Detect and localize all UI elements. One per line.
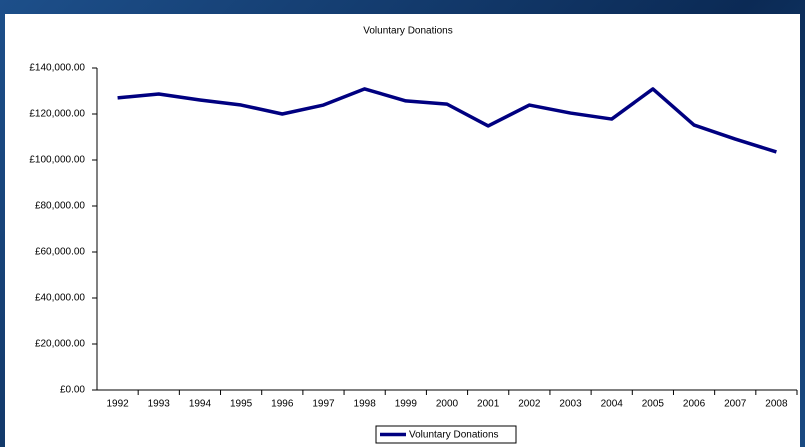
x-tick-label: 2004	[601, 399, 624, 410]
x-tick-label: 1994	[189, 399, 212, 410]
legend-label: Voluntary Donations	[409, 430, 499, 441]
x-tick-label: 2000	[436, 399, 459, 410]
y-tick-label: £20,000.00	[35, 339, 85, 350]
x-tick-label: 2003	[559, 399, 582, 410]
x-tick-label: 1992	[106, 399, 129, 410]
x-tick-label: 2001	[477, 399, 500, 410]
x-tick-label: 1998	[354, 399, 377, 410]
y-tick-label: £0.00	[60, 385, 85, 396]
x-tick-label: 1993	[148, 399, 171, 410]
line-series	[117, 87, 777, 154]
y-tick-label: £60,000.00	[35, 247, 85, 258]
x-tick-label: 2006	[683, 399, 706, 410]
x-tick-label: 2005	[642, 399, 665, 410]
x-tick-label: 2002	[518, 399, 541, 410]
chart-title: Voluntary Donations	[363, 26, 453, 37]
chart-background	[5, 14, 800, 447]
y-tick-label: £120,000.00	[29, 109, 85, 120]
x-tick-label: 2008	[765, 399, 788, 410]
legend-box	[375, 425, 517, 444]
x-tick-label: 1999	[395, 399, 418, 410]
x-tick-label: 1995	[230, 399, 253, 410]
x-tick-label: 2007	[724, 399, 747, 410]
x-tick-label: 1997	[312, 399, 335, 410]
y-tick-label: £100,000.00	[29, 155, 85, 166]
x-tick-label: 1996	[271, 399, 294, 410]
y-tick-label: £40,000.00	[35, 293, 85, 304]
y-tick-label: £140,000.00	[29, 63, 85, 74]
y-tick-label: £80,000.00	[35, 201, 85, 212]
